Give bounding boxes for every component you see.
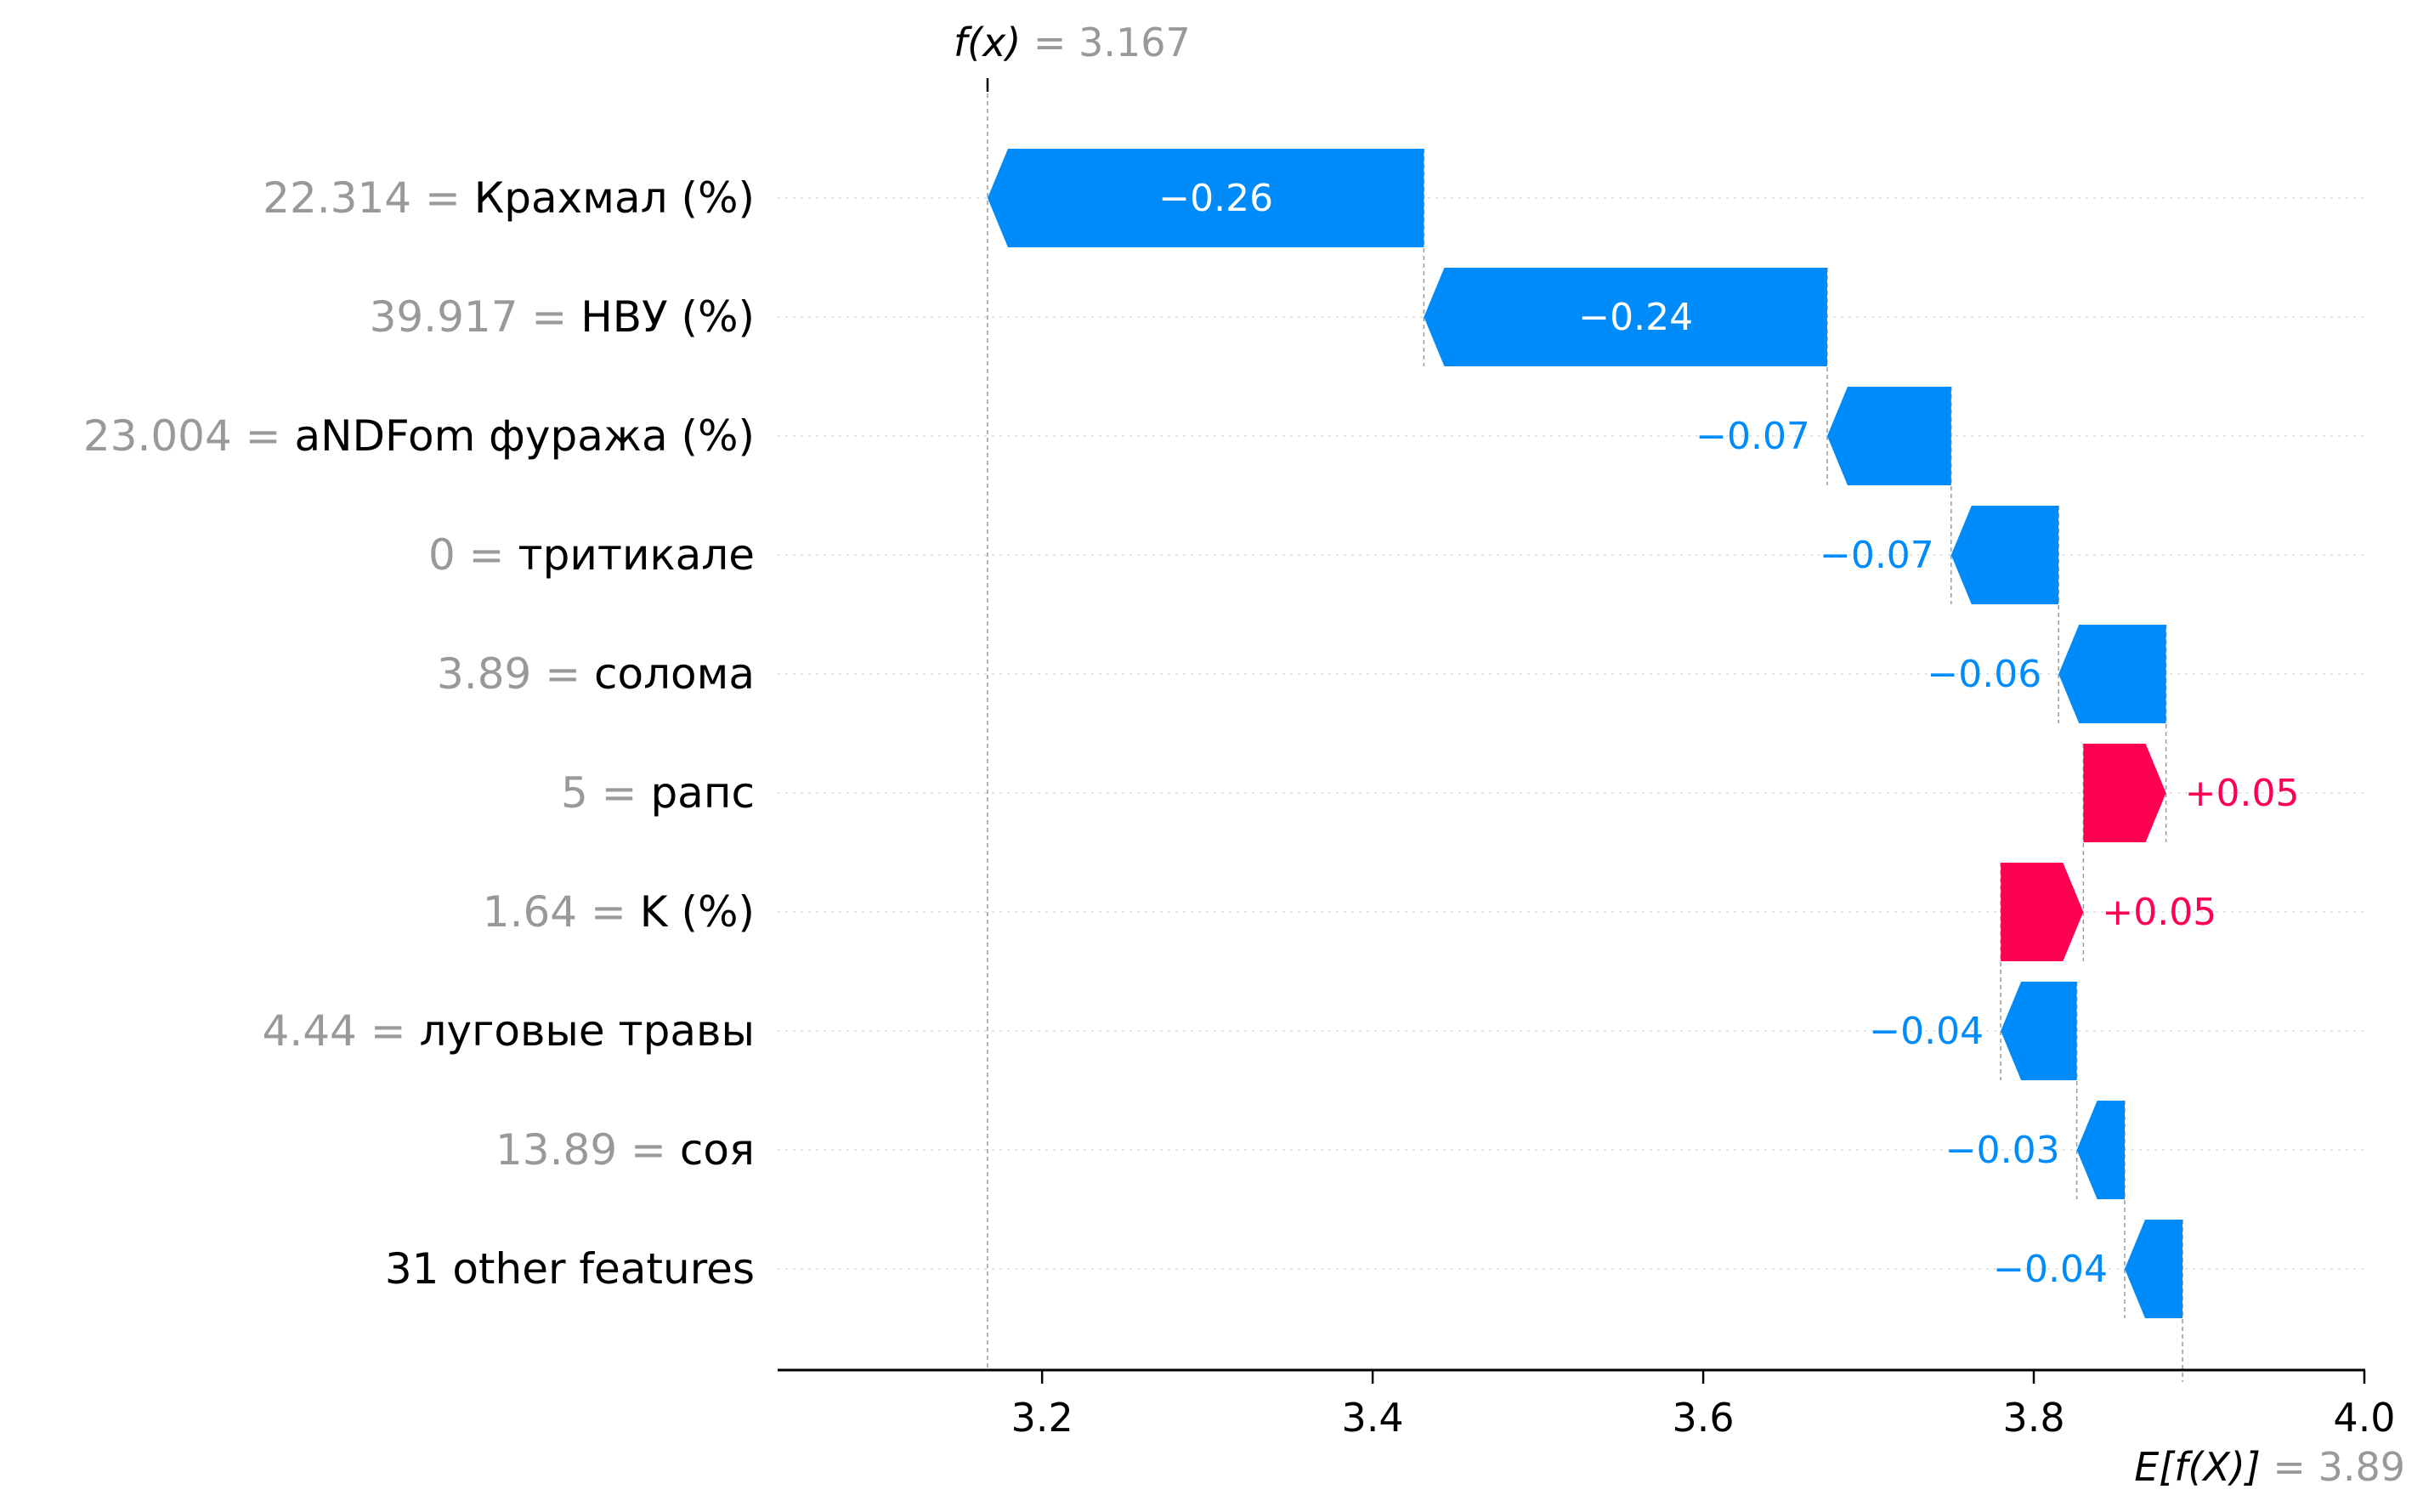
x-tick-label: 3.2 — [1011, 1395, 1073, 1441]
bar-value-label: −0.26 — [1158, 177, 1273, 220]
fx-value: = 3.167 — [1021, 20, 1190, 65]
x-tick-label: 3.8 — [2002, 1395, 2064, 1441]
feature-value: 5 = — [561, 768, 651, 818]
feature-name: 31 other features — [385, 1244, 755, 1294]
fx-annotation: f(x) = 3.167 — [954, 20, 1191, 65]
bar-value-label: −0.06 — [1927, 653, 2041, 696]
feature-value: 1.64 = — [483, 887, 640, 937]
waterfall-bar — [2125, 1220, 2183, 1318]
feature-label: 0 = тритикале — [428, 530, 755, 580]
feature-value: 39.917 = — [370, 292, 581, 342]
waterfall-bar — [1424, 268, 1827, 366]
waterfall-bar — [2001, 863, 2084, 961]
bar-value-label: −0.04 — [1869, 1010, 1984, 1053]
fx-label: f(x) — [954, 20, 1021, 65]
feature-label: 23.004 = aNDFom фуража (%) — [83, 411, 755, 461]
bar-value-label: −0.07 — [1696, 415, 1810, 458]
feature-value: 0 = — [428, 530, 518, 580]
feature-value: 4.44 = — [263, 1006, 420, 1056]
feature-value: 3.89 = — [437, 649, 594, 699]
efx-annotation: E[f(X)] = 3.89 — [2134, 1444, 2405, 1490]
bar-value-label: +0.05 — [2102, 891, 2216, 934]
feature-name: солома — [594, 649, 755, 699]
efx-label: E[f(X)] — [2134, 1444, 2261, 1490]
feature-label: 31 other features — [385, 1244, 755, 1294]
feature-name: K (%) — [640, 887, 755, 937]
waterfall-bar — [1950, 506, 2059, 604]
feature-label: 22.314 = Крахмал (%) — [263, 173, 755, 223]
feature-label: 5 = рапс — [561, 768, 755, 818]
feature-label: 39.917 = НВУ (%) — [370, 292, 755, 342]
feature-name: тритикале — [518, 530, 755, 580]
feature-name: рапс — [650, 768, 755, 818]
waterfall-bar — [2001, 982, 2077, 1080]
feature-value: 23.004 = — [83, 411, 295, 461]
bar-value-label: +0.05 — [2185, 772, 2300, 815]
feature-value: 13.89 = — [495, 1125, 680, 1175]
efx-value: = 3.89 — [2261, 1444, 2405, 1490]
feature-label: 1.64 = K (%) — [483, 887, 755, 937]
waterfall-bar — [2083, 744, 2166, 842]
bar-value-label: −0.03 — [1945, 1129, 2060, 1172]
feature-name: соя — [680, 1125, 755, 1175]
waterfall-bar — [2058, 625, 2166, 723]
feature-name: НВУ (%) — [580, 292, 755, 342]
x-tick-label: 3.4 — [1342, 1395, 1404, 1441]
feature-label: 13.89 = соя — [495, 1125, 755, 1175]
feature-name: aNDFom фуража (%) — [294, 411, 755, 461]
feature-label: 4.44 = луговые травы — [263, 1006, 755, 1056]
waterfall-bar — [987, 149, 1424, 247]
feature-label: 3.89 = солома — [437, 649, 755, 699]
waterfall-bar — [1826, 387, 1951, 485]
x-tick-label: 4.0 — [2333, 1395, 2395, 1441]
waterfall-bar — [2076, 1101, 2126, 1199]
bar-value-label: −0.04 — [1993, 1248, 2108, 1291]
feature-value: 22.314 = — [263, 173, 474, 223]
x-tick-label: 3.6 — [1673, 1395, 1735, 1441]
feature-name: Крахмал (%) — [474, 173, 755, 223]
bar-value-label: −0.24 — [1578, 296, 1693, 339]
feature-name: луговые травы — [420, 1006, 755, 1056]
bar-value-label: −0.07 — [1820, 534, 1934, 577]
